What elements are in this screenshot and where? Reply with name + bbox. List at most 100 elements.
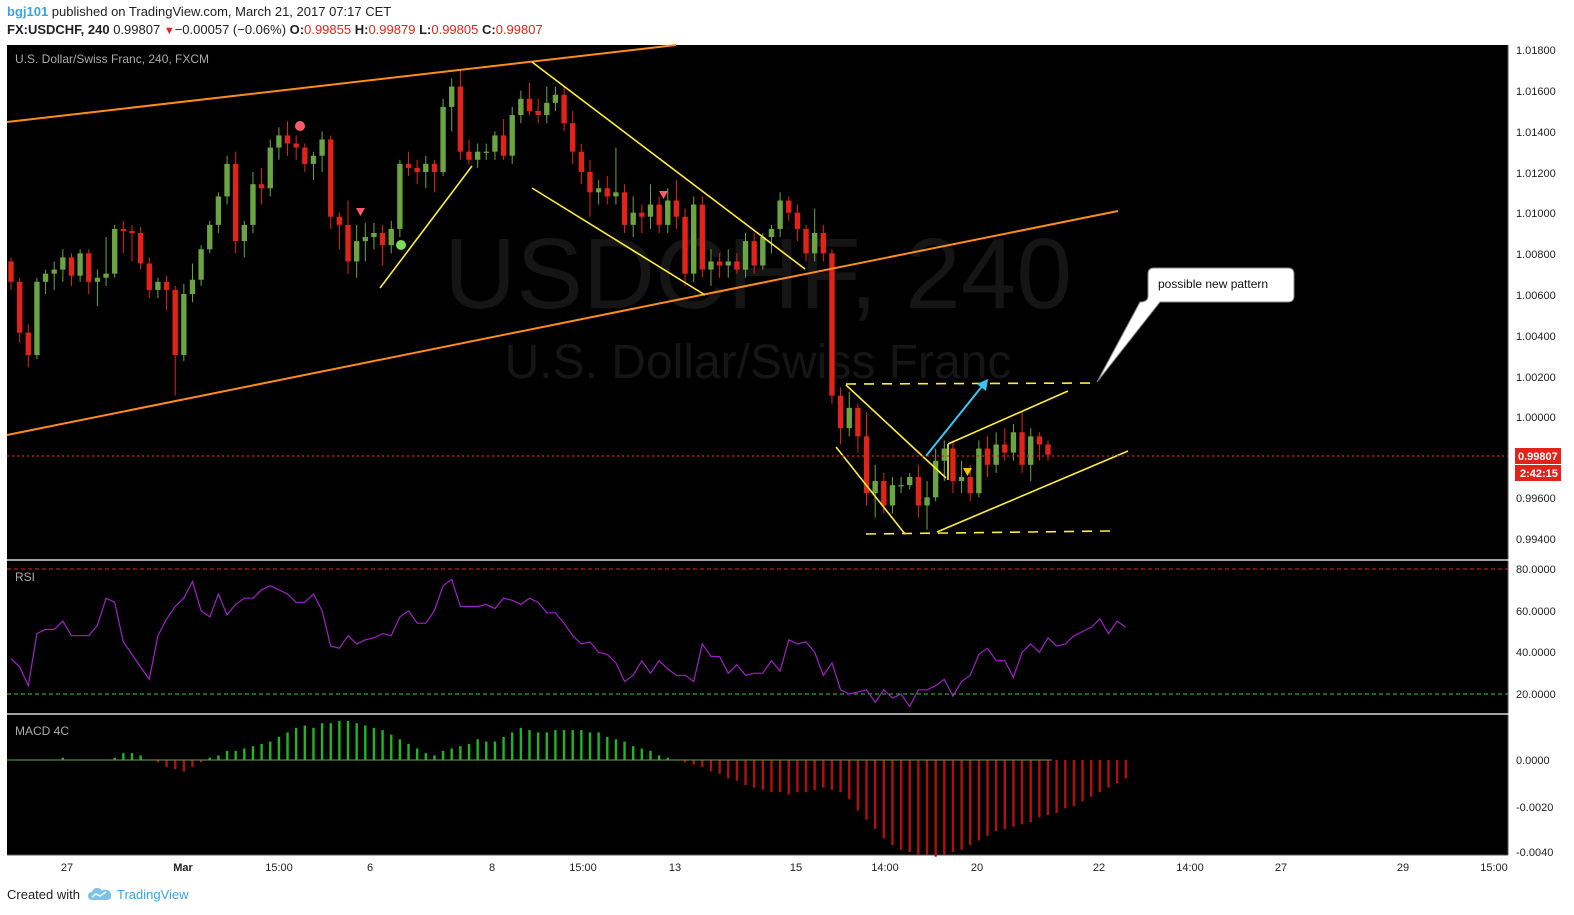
channel-upper-line[interactable] (6, 44, 677, 123)
candle[interactable] (379, 224, 386, 266)
support-dashed-line[interactable] (865, 530, 1111, 535)
candle[interactable] (665, 188, 671, 233)
candle[interactable] (846, 391, 852, 437)
candle[interactable] (924, 481, 930, 530)
candle[interactable] (708, 249, 714, 286)
candle[interactable] (310, 151, 317, 181)
candle[interactable] (449, 78, 455, 132)
candle[interactable] (699, 196, 706, 278)
candle[interactable] (155, 277, 161, 299)
candle[interactable] (1010, 424, 1017, 461)
candle[interactable] (440, 98, 446, 177)
candle[interactable] (1019, 411, 1025, 473)
candle[interactable] (224, 155, 230, 205)
candle[interactable] (34, 277, 40, 360)
candle[interactable] (457, 70, 464, 160)
candle[interactable] (786, 196, 792, 221)
candle[interactable] (181, 283, 187, 362)
candle[interactable] (414, 159, 420, 185)
candle[interactable] (328, 135, 334, 229)
candle[interactable] (129, 224, 135, 262)
pattern-drawings[interactable] (379, 61, 1129, 535)
candle[interactable] (207, 220, 213, 254)
candle[interactable] (613, 147, 619, 205)
candle[interactable] (371, 222, 377, 250)
candle[interactable] (233, 151, 239, 254)
candle[interactable] (855, 403, 861, 453)
candle[interactable] (319, 131, 325, 172)
candle[interactable] (656, 196, 662, 233)
candle[interactable] (725, 249, 731, 278)
tradingview-cloud-icon[interactable] (87, 886, 113, 902)
candle[interactable] (68, 253, 75, 286)
candle[interactable] (863, 411, 870, 506)
candle[interactable] (120, 220, 127, 254)
candle[interactable] (734, 253, 740, 274)
candle[interactable] (215, 192, 222, 233)
candle[interactable] (42, 269, 49, 294)
candle[interactable] (561, 86, 567, 132)
candle[interactable] (397, 159, 403, 238)
candle[interactable] (345, 200, 351, 274)
candle[interactable] (742, 233, 749, 278)
candle[interactable] (716, 253, 723, 278)
candle[interactable] (1045, 440, 1051, 461)
candle[interactable] (8, 257, 14, 290)
candle[interactable] (474, 143, 481, 168)
candle[interactable] (647, 184, 654, 229)
candle[interactable] (993, 432, 999, 473)
trend-line[interactable] (936, 450, 1129, 533)
candle[interactable] (889, 477, 896, 514)
candle[interactable] (950, 440, 956, 494)
candle[interactable] (172, 285, 178, 396)
candle[interactable] (932, 448, 939, 502)
candle[interactable] (803, 224, 809, 262)
candle[interactable] (267, 139, 273, 197)
candle[interactable] (777, 192, 783, 238)
trend-line[interactable] (947, 390, 1069, 445)
candle[interactable] (146, 257, 152, 299)
breakout-arrow-icon[interactable] (925, 379, 988, 457)
trend-line[interactable] (845, 384, 947, 479)
candle[interactable] (837, 387, 844, 445)
resistance-dashed-line[interactable] (845, 382, 1099, 385)
candle[interactable] (872, 464, 878, 518)
candle[interactable] (466, 139, 472, 164)
candle[interactable] (682, 208, 688, 286)
candle[interactable] (302, 143, 308, 172)
candle[interactable] (907, 472, 913, 490)
candle[interactable] (163, 275, 170, 311)
candle[interactable] (353, 224, 360, 278)
candle[interactable] (595, 180, 602, 205)
candle[interactable] (811, 208, 818, 262)
candle[interactable] (500, 119, 507, 160)
candle[interactable] (94, 269, 101, 307)
candle[interactable] (691, 196, 697, 282)
candle[interactable] (604, 176, 610, 205)
candle[interactable] (535, 98, 541, 124)
candle[interactable] (829, 249, 835, 404)
chart-canvas[interactable]: USDCHF, 240 U.S. Dollar/Swiss Franc U.S.… (0, 40, 1574, 878)
tradingview-link[interactable]: TradingView (117, 887, 189, 902)
candle[interactable] (241, 220, 248, 258)
candle[interactable] (388, 220, 394, 254)
candle[interactable] (189, 263, 196, 303)
candle[interactable] (587, 159, 593, 217)
candle[interactable] (976, 440, 982, 498)
trend-line[interactable] (531, 187, 706, 296)
candle[interactable] (794, 204, 801, 242)
candle[interactable] (915, 464, 922, 518)
trend-line[interactable] (531, 61, 806, 270)
candle[interactable] (552, 86, 559, 111)
candle[interactable] (103, 237, 109, 286)
candle[interactable] (112, 224, 118, 278)
candle[interactable] (16, 277, 23, 343)
candle[interactable] (258, 167, 265, 205)
candle[interactable] (544, 86, 550, 124)
candle[interactable] (509, 106, 515, 164)
candle[interactable] (578, 143, 585, 185)
candle[interactable] (1002, 428, 1008, 461)
candle[interactable] (276, 127, 282, 160)
candle[interactable] (431, 159, 438, 193)
candle[interactable] (25, 324, 31, 368)
